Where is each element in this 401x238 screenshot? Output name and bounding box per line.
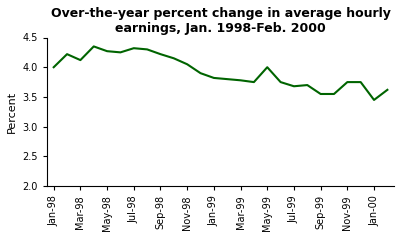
Y-axis label: Percent: Percent <box>7 91 17 133</box>
Title: Over-the-year percent change in average hourly
earnings, Jan. 1998-Feb. 2000: Over-the-year percent change in average … <box>51 7 391 35</box>
